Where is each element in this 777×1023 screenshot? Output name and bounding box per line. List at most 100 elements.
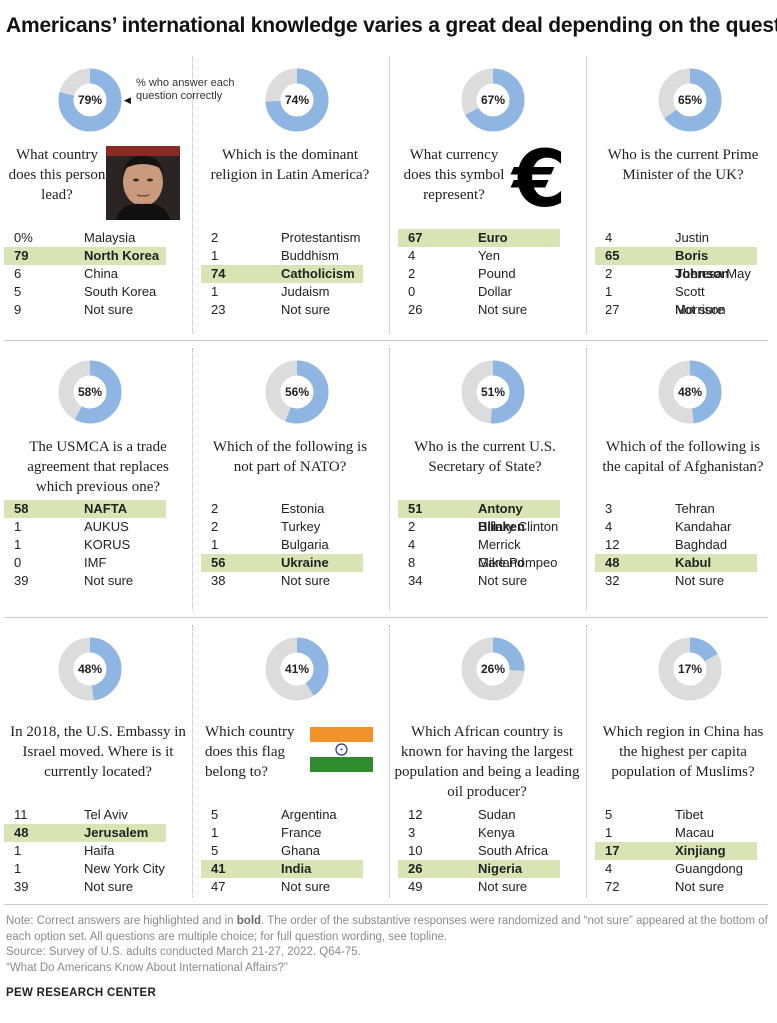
correct-answer-row: 65 Boris Johnson [595,247,757,281]
answer-list: 51 Antony Blinken 2 Hillary Clinton 4 Merrick… [398,500,560,590]
answer-label: South Korea [84,284,157,299]
answer-label: NAFTA [84,501,128,516]
answer-row: 49 Not sure [398,878,560,896]
answer-percent: 0 [14,555,22,570]
answer-label: Mike Pompeo [478,555,558,570]
answer-percent: 26 [408,302,423,317]
answer-label: Guangdong [675,861,743,876]
answer-row: 72 Not sure [595,878,757,896]
answer-percent: 12 [408,807,423,822]
answer-label: Not sure [84,302,134,317]
answer-row: 1 Judaism [201,283,363,301]
donut-correct-share [265,360,329,424]
answer-percent: 11 [14,807,28,822]
answer-label: France [281,825,322,840]
correct-answer-row: 26 Nigeria [398,860,560,878]
report-title: “What Do Americans Know About Internatio… [6,961,288,974]
answer-label: Tel Aviv [84,807,128,822]
answer-percent: 4 [605,861,613,876]
answer-row: 0 IMF [4,554,166,572]
answer-row: 12 Baghdad [595,536,757,554]
answer-row: 9 Not sure [4,301,166,319]
question-text: The USMCA is a trade agreement that repl… [27,439,169,495]
answer-row: 4 Kandahar [595,518,757,536]
answer-row: 6 China [4,265,166,283]
answer-percent: 48 [14,825,29,840]
answer-row: 4 Merrick Garland [398,536,560,570]
answer-percent: 10 [408,843,423,858]
chart-title: Americans’ international knowledge varie… [6,14,777,37]
answer-label: North Korea [84,248,160,263]
answer-percent: 1 [14,519,22,534]
answer-row: 10 South Africa [398,842,560,860]
donut-chart: 58% [58,360,122,424]
answer-percent: 58 [14,501,29,516]
answer-label: Hillary Clinton [478,519,559,534]
answer-percent: 34 [408,573,423,588]
answer-percent: 4 [605,230,613,245]
column-divider [389,625,390,897]
answer-percent: 2 [605,266,613,281]
donut-correct-share [58,68,122,132]
answer-label: New York City [84,861,165,876]
correct-answer-row: 41 India [201,860,363,878]
donut-chart: 67% [461,68,525,132]
answer-row: 2 Hillary Clinton [398,518,560,536]
answer-label: Estonia [281,501,325,516]
answer-label: Theresa May [675,266,751,281]
donut-correct-share [265,68,329,132]
answer-percent: 23 [211,302,226,317]
answer-percent: 5 [211,843,219,858]
question-text: Which of the following is the capital of… [602,439,764,475]
answer-list: 12 Sudan 3 Kenya 10 South Africa 26 Nigeria 49 No… [398,806,560,896]
answer-label: Kenya [478,825,515,840]
question-text: In 2018, the U.S. Embassy in Israel move… [10,724,186,780]
answer-row: 1 France [201,824,363,842]
organization-name: PEW RESEARCH CENTER [6,987,157,999]
answer-label: Protestantism [281,230,361,245]
answer-percent: 4 [605,519,613,534]
answer-row: 3 Kenya [398,824,560,842]
donut-percent-label: 67% [480,93,506,107]
answer-row: 1 Bulgaria [201,536,363,554]
answer-label: Baghdad [675,537,728,552]
answer-label: Not sure [478,573,528,588]
question-text: Which country does this flag belong to? [205,724,295,780]
answer-percent: 72 [605,879,620,894]
answer-list: 5 Tibet 1 Macau 17 Xinjiang 4 Guangdong 72 Not su… [595,806,757,896]
row-divider [4,617,768,618]
answer-percent: 5 [211,807,219,822]
answer-label: Not sure [675,573,725,588]
answer-percent: 38 [211,573,226,588]
answer-percent: 56 [211,555,226,570]
donut-chart: 17% [658,637,722,701]
answer-row: 47 Not sure [201,878,363,896]
legend-note: % who answer each question correctly [136,77,235,102]
answer-label: South Africa [478,843,549,858]
answer-percent: 8 [408,555,416,570]
answer-percent: 2 [408,519,416,534]
correct-answer-row: 58 NAFTA [4,500,166,518]
euro-symbol-icon: € [512,135,567,225]
answer-list: 0% Malaysia 79 North Korea 6 China 5 South Kore… [4,229,166,319]
answer-label: Not sure [84,573,134,588]
column-divider [192,56,193,333]
answer-percent: 0 [408,284,416,299]
leader-photo [106,146,180,220]
answer-row: 1 Macau [595,824,757,842]
source-text: Source: Survey of U.S. adults conducted … [6,946,361,958]
correct-answer-row: 74 Catholicism [201,265,363,283]
answer-list: 11 Tel Aviv 48 Jerusalem 1 Haifa 1 New York Cit… [4,806,166,896]
answer-percent: 48 [605,555,620,570]
answer-row: 0 Dollar [398,283,560,301]
answer-row: 12 Sudan [398,806,560,824]
answer-label: Not sure [478,879,528,894]
donut-chart: 56% [265,360,329,424]
answer-label: AUKUS [84,519,129,534]
answer-percent: 39 [14,573,29,588]
answer-percent: 1 [211,825,219,840]
answer-label: Boris Johnson [675,248,730,281]
question-text: Who is the current Prime Minister of the… [607,147,759,183]
answer-list: 67 Euro 4 Yen 2 Pound 0 Dollar 26 Not sure [398,229,560,319]
